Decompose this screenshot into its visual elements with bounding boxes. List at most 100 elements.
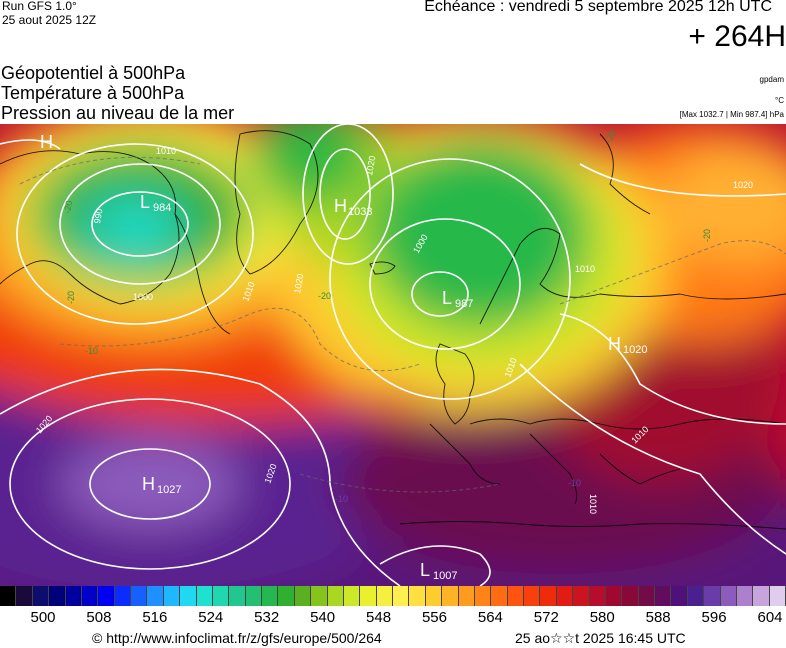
pressure-center-value: 1027: [157, 484, 181, 496]
color-swatch: [98, 586, 115, 606]
color-scale-tick: 532: [254, 609, 280, 626]
color-swatch: [573, 586, 590, 606]
color-swatch: [81, 586, 99, 606]
pressure-center-h: H: [334, 196, 347, 216]
weather-map: H L H L H H L 984 1033 987 1020 1027 100…: [0, 124, 786, 586]
isobar-label: 990: [92, 208, 104, 225]
isobar-label: 1010: [588, 494, 598, 514]
color-swatch: [376, 586, 393, 606]
unit-temperature: °C: [775, 96, 784, 105]
color-scale-tick: 596: [701, 609, 727, 626]
color-scale-tick: 516: [142, 609, 168, 626]
pressure-center-value: 984: [153, 202, 171, 214]
color-swatch: [229, 586, 246, 606]
color-scale-tick: 556: [421, 609, 447, 626]
color-swatch: [507, 586, 524, 606]
pressure-range: [Max 1032.7 | Min 987.4] hPa: [679, 110, 784, 119]
color-swatch: [32, 586, 50, 606]
param-temperature: Température à 500hPa: [1, 83, 185, 103]
color-scale-tick: 588: [645, 609, 671, 626]
pressure-center-value: 987: [455, 298, 473, 310]
pressure-center-h: H: [142, 474, 155, 494]
color-swatch: [147, 586, 164, 606]
color-swatch: [343, 586, 361, 606]
color-swatch: [589, 586, 606, 606]
color-scale-ticks: 500 508 516 524 532 540 548 556 564 572 580 588 596 6…: [0, 609, 786, 627]
generated-timestamp: 25 ao☆☆t 2025 16:45 UTC: [515, 630, 686, 646]
color-swatch: [311, 586, 328, 606]
color-swatch: [327, 586, 344, 606]
pressure-center-l: L: [420, 560, 430, 580]
color-swatch: [131, 586, 148, 606]
isobar-label: 1010: [156, 146, 176, 156]
color-swatch: [180, 586, 197, 606]
param-pressure: Pression au niveau de la mer: [1, 103, 235, 123]
isotherm-label: -20: [66, 291, 76, 304]
color-swatch: [65, 586, 82, 606]
color-swatch: [655, 586, 672, 606]
isobar-label: 1010: [575, 264, 595, 274]
color-scale-tick: 540: [310, 609, 336, 626]
color-swatch: [245, 586, 262, 606]
color-swatch: [720, 586, 737, 606]
color-swatch: [556, 586, 574, 606]
isotherm-label: -10: [568, 478, 581, 488]
pressure-center-h: H: [40, 132, 53, 152]
isobar-label: 1020: [733, 180, 753, 190]
isobar-label: 1020: [292, 273, 305, 294]
color-scale-tick: 524: [198, 609, 224, 626]
color-swatch: [409, 586, 426, 606]
color-scale: [0, 586, 786, 606]
credit-link[interactable]: © http://www.infoclimat.fr/z/gfs/europe/…: [92, 630, 382, 646]
color-swatch: [196, 586, 213, 606]
color-scale-tick: 580: [589, 609, 615, 626]
pressure-center-value: 1007: [433, 570, 457, 582]
color-swatch: [540, 586, 557, 606]
color-swatch: [212, 586, 230, 606]
lead-time: + 264H: [688, 20, 786, 53]
isobar-label: 1020: [364, 155, 377, 176]
unit-geopotential: gpdam: [759, 75, 784, 84]
color-swatch: [294, 586, 312, 606]
color-swatch: [491, 586, 508, 606]
color-swatch: [671, 586, 688, 606]
color-swatch: [393, 586, 410, 606]
pressure-center-value: 1020: [623, 344, 647, 356]
color-swatch: [622, 586, 639, 606]
isotherm-label: -20: [62, 200, 74, 215]
pressure-center-h: H: [608, 334, 621, 354]
color-scale-tick: 548: [366, 609, 392, 626]
color-swatch: [769, 586, 786, 606]
color-swatch: [474, 586, 492, 606]
pressure-center-value: 1033: [348, 206, 372, 218]
color-swatch: [687, 586, 705, 606]
color-swatch: [753, 586, 770, 606]
color-swatch: [262, 586, 279, 606]
pressure-center-l: L: [140, 192, 150, 212]
color-swatch: [425, 586, 443, 606]
color-swatch: [704, 586, 721, 606]
isobar-label: 1000: [133, 292, 153, 302]
color-swatch: [638, 586, 655, 606]
isotherm-label: -20: [702, 229, 712, 242]
color-scale-tick: 572: [533, 609, 559, 626]
color-swatch: [278, 586, 295, 606]
color-swatch: [360, 586, 377, 606]
run-label: Run GFS 1.0°: [2, 0, 77, 13]
color-scale-tick: 604: [757, 609, 783, 626]
color-swatch: [0, 586, 17, 606]
valid-time: Echéance : vendredi 5 septembre 2025 12h…: [424, 0, 772, 15]
isotherm-label: -10: [85, 346, 98, 356]
pressure-center-l: L: [442, 288, 452, 308]
color-swatch: [524, 586, 541, 606]
isotherm-label: -10: [335, 494, 348, 504]
color-scale-tick: 564: [477, 609, 503, 626]
color-swatch: [442, 586, 459, 606]
run-date: 25 aout 2025 12Z: [2, 13, 97, 27]
isotherm-label: -20: [318, 291, 331, 301]
color-swatch: [49, 586, 66, 606]
color-swatch: [458, 586, 475, 606]
color-swatch: [16, 586, 33, 606]
color-swatch: [605, 586, 623, 606]
color-swatch: [114, 586, 131, 606]
